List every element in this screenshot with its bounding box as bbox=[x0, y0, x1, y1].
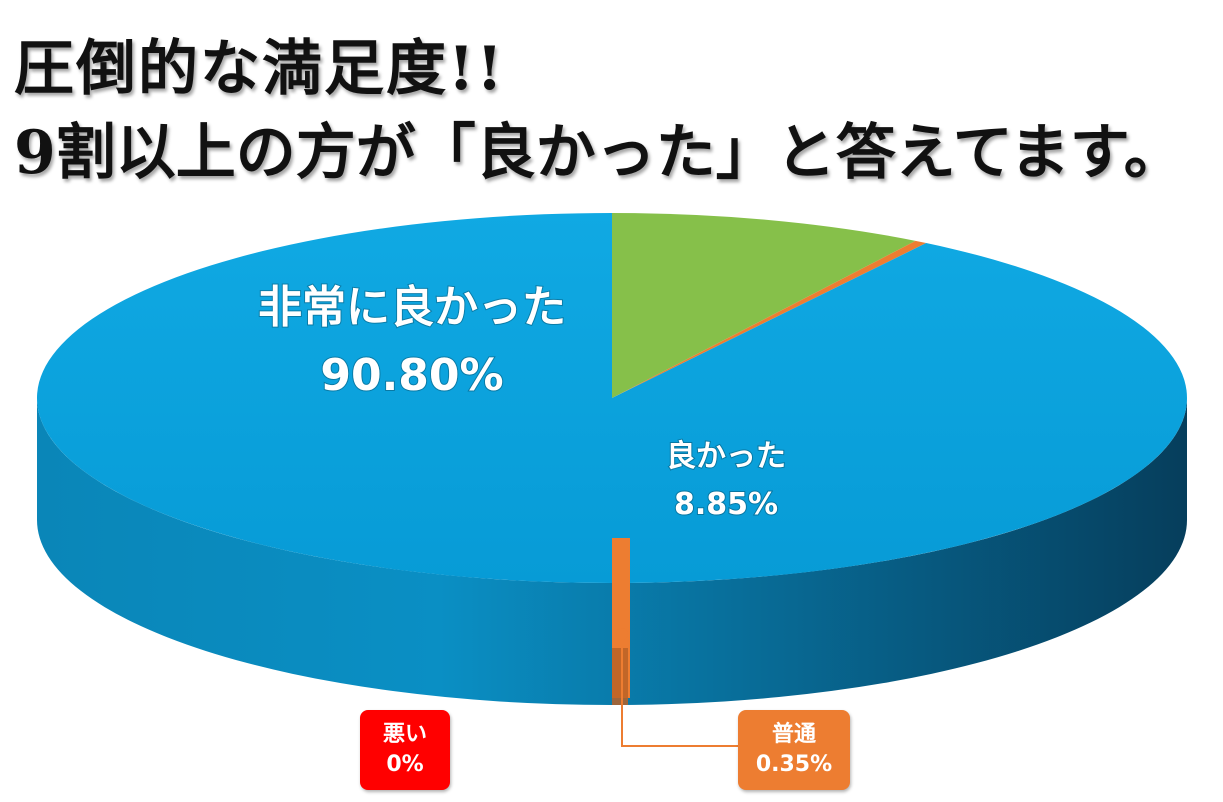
slice-value-normal: 0.35% bbox=[755, 752, 833, 777]
pie-slice-good bbox=[612, 213, 916, 398]
pie-slice-very-good bbox=[36, 212, 1187, 583]
pie-side-very-good bbox=[37, 398, 1187, 705]
slice-label-normal: 普通 bbox=[771, 722, 816, 747]
pie-slice-normal bbox=[612, 240, 927, 398]
pie-top bbox=[36, 212, 1187, 583]
page-subtitle: 9割以上の方が「良かった」と答えてます。 bbox=[14, 118, 1184, 188]
leader-line-normal bbox=[621, 634, 738, 747]
slice-value-very-good: 90.80% bbox=[320, 350, 503, 401]
label-box-normal: 普通 0.35% bbox=[738, 710, 850, 790]
slice-label-bad: 悪い bbox=[382, 722, 427, 747]
slice-label-good: 良かった bbox=[666, 439, 786, 474]
pie-side-walls bbox=[37, 398, 1187, 705]
label-box-bad: 悪い 0% bbox=[360, 710, 450, 790]
pie-cut-normal-shade bbox=[612, 648, 628, 705]
slice-value-good: 8.85% bbox=[674, 487, 778, 522]
leader-dot-normal bbox=[616, 628, 628, 640]
page-title: 圧倒的な満足度!! bbox=[14, 34, 505, 104]
slice-value-bad: 0% bbox=[386, 752, 424, 777]
slice-label-very-good: 非常に良かった bbox=[258, 282, 566, 333]
